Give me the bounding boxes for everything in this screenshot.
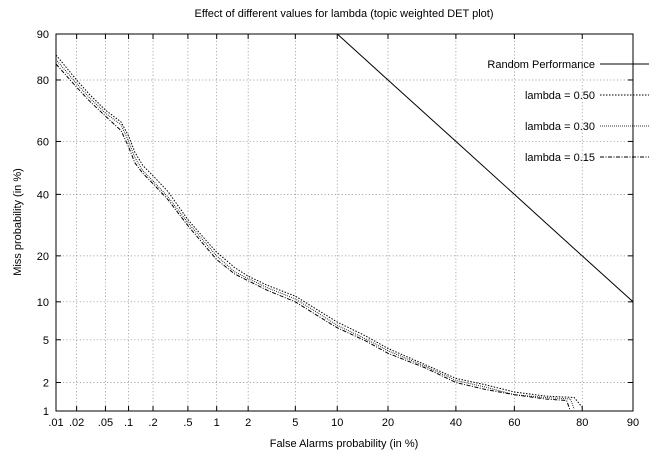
series-lines <box>55 33 634 412</box>
x-tick-label: 10 <box>331 417 343 429</box>
x-tick-label: 2 <box>245 417 251 429</box>
x-tick-label: .02 <box>69 417 84 429</box>
x-tick-label: .5 <box>183 417 192 429</box>
x-tick-label: .2 <box>148 417 157 429</box>
y-tick-label: 1 <box>43 406 49 418</box>
x-tick-label: 20 <box>382 417 394 429</box>
x-axis-label: False Alarms probability (in %) <box>270 438 419 450</box>
x-tick-label: .05 <box>98 417 113 429</box>
plot-frame <box>55 33 634 412</box>
series-line-2 <box>55 59 575 410</box>
legend-label: lambda = 0.15 <box>525 152 595 164</box>
y-tick-label: 90 <box>37 29 49 41</box>
y-tick-label: 5 <box>43 335 49 347</box>
legend-label: Random Performance <box>487 59 595 71</box>
x-tick-label: 90 <box>627 417 639 429</box>
x-tick-label: .01 <box>48 417 63 429</box>
x-tick-label: 40 <box>450 417 462 429</box>
legend-label: lambda = 0.30 <box>525 121 595 133</box>
y-tick-label: 40 <box>37 189 49 201</box>
y-tick-label: 20 <box>37 251 49 263</box>
series-line-1 <box>55 54 583 408</box>
x-tick-label: 5 <box>292 417 298 429</box>
series-line-0 <box>336 33 634 303</box>
y-tick-label: 60 <box>37 136 49 148</box>
grid <box>56 34 633 411</box>
legend-label: lambda = 0.50 <box>525 90 595 102</box>
x-tick-label: 1 <box>214 417 220 429</box>
axis-ticks: .01 .02 .05 .1 .2 .5 1 2 5 10 20 40 60 80 90 1 2 5 10 20 40 6… <box>37 29 639 429</box>
y-tick-label: 2 <box>43 378 49 390</box>
y-tick-label: 80 <box>37 75 49 87</box>
y-tick-label: 10 <box>37 297 49 309</box>
x-tick-label: 60 <box>508 417 520 429</box>
x-tick-label: 80 <box>576 417 588 429</box>
y-axis-label: Miss probability (in %) <box>12 168 24 276</box>
legend: Random Performance lambda = 0.50 lambda = … <box>487 59 649 164</box>
chart-title: Effect of different values for lambda (t… <box>195 8 494 20</box>
x-tick-label: .1 <box>124 417 133 429</box>
series-line-3 <box>55 63 571 412</box>
